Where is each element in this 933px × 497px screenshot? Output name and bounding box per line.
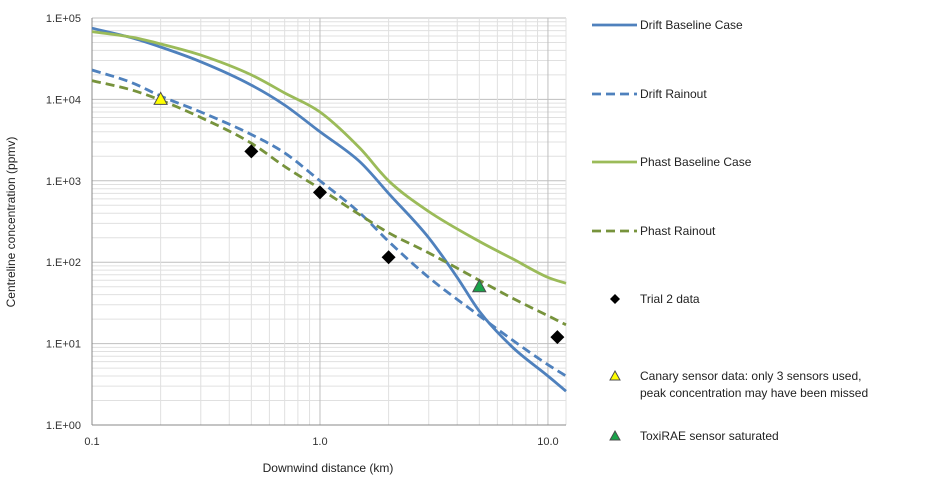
y-tick-label: 1.E+05 [46,13,81,25]
legend-swatch-trial-2-data [610,294,620,304]
y-tick-label: 1.E+00 [46,420,81,432]
legend-label-phast-rainout: Phast Rainout [640,224,716,238]
legend-label-toxirae-sensor-saturated: ToxiRAE sensor saturated [640,429,779,443]
y-tick-label: 1.E+01 [46,339,81,351]
y-axis-label: Centreline concentration (ppmv) [4,137,18,308]
legend-label-phast-baseline-case: Phast Baseline Case [640,155,752,169]
plot-grid [91,17,567,426]
legend-label-drift-baseline-case: Drift Baseline Case [640,18,743,32]
data-point-toxirae-sensor-saturated [471,278,487,293]
data-point-trial-2-data [550,330,565,345]
axis-ticks: 1.E+00 1.E+01 1.E+02 1.E+03 1.E+04 1.E+05 0.1 1… [46,13,559,448]
y-tick-label: 1.E+02 [46,257,81,269]
x-tick-label: 0.1 [84,436,99,448]
x-axis-label: Downwind distance (km) [263,461,394,475]
data-point-trial-2-data [381,250,396,265]
legend-swatch-canary-sensor-data-only-3-sensors-used [609,369,621,381]
series-line-drift-rainout [91,68,567,378]
legend-label-trial-2-data: Trial 2 data [640,292,700,306]
series-line-drift-baseline-case [91,26,567,393]
data-point-trial-2-data [244,144,259,159]
data-point-canary-sensor-data-only-3-sensors-used [153,91,168,105]
legend-label-canary-sensor-data-only-3-sensors-used: Canary sensor data: only 3 sensors used, [640,369,861,383]
legend-label-canary-sensor-data-only-3-sensors-used-line2: peak concentration may have been missed [640,386,868,400]
legend-swatch-toxirae-sensor-saturated [609,429,621,441]
x-tick-label: 1.0 [312,436,327,448]
y-tick-label: 1.E+04 [46,94,81,106]
legend: Drift Baseline Case Drift Rainout Phast Ba… [592,18,868,443]
plot-series [91,26,567,393]
series-line-phast-baseline-case [91,30,567,285]
y-tick-label: 1.E+03 [46,176,81,188]
x-tick-label: 10.0 [537,436,558,448]
data-point-trial-2-data [312,185,327,200]
legend-label-drift-rainout: Drift Rainout [640,87,707,101]
